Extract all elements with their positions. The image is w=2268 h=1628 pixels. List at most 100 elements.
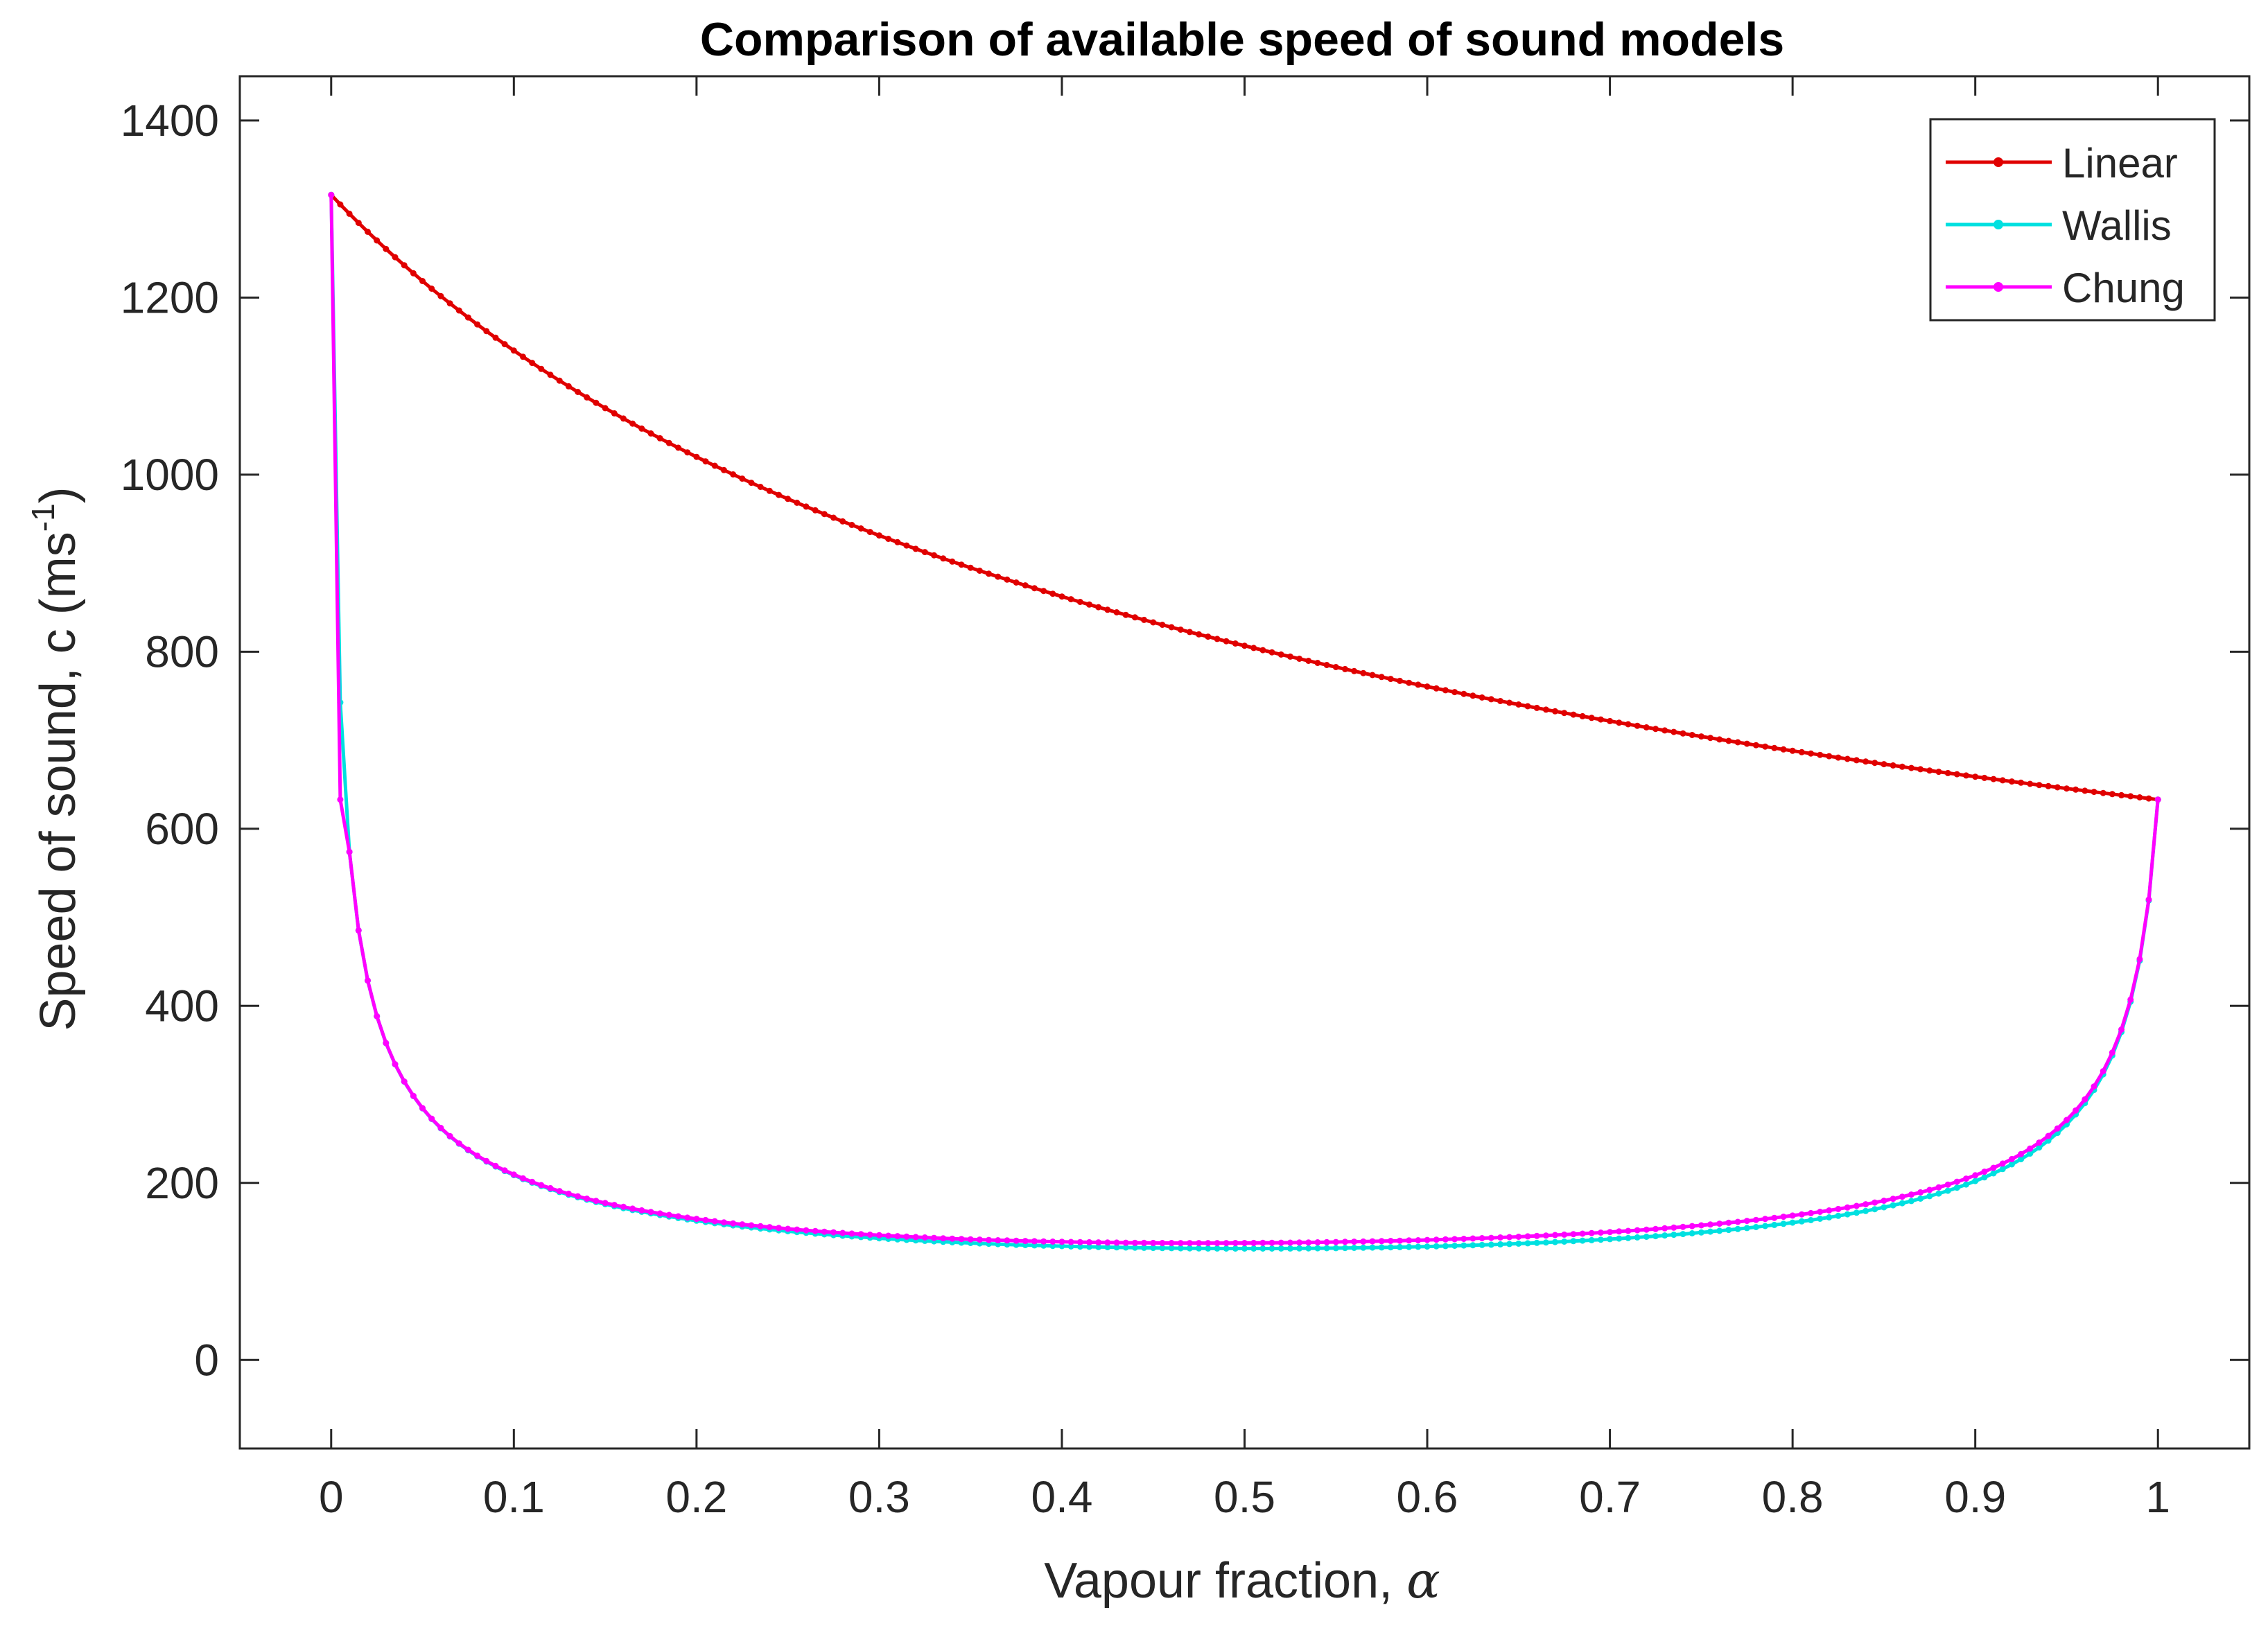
- data-point-linear: [365, 228, 371, 235]
- data-point-chung: [638, 1207, 645, 1214]
- data-point-chung: [1972, 1172, 1979, 1179]
- data-point-chung: [1835, 1205, 1842, 1212]
- data-point-wallis: [1159, 1245, 1166, 1252]
- data-point-chung: [1497, 1234, 1503, 1241]
- data-point-chung: [2064, 1117, 2070, 1123]
- data-point-chung: [1314, 1239, 1321, 1245]
- data-point-chung: [1716, 1220, 1723, 1227]
- data-point-linear: [967, 564, 974, 571]
- data-point-chung: [410, 1092, 417, 1099]
- data-point-linear: [1607, 717, 1614, 724]
- data-point-linear: [1671, 728, 1677, 735]
- x-tick-label: 0: [319, 1472, 344, 1522]
- data-point-chung: [1863, 1201, 1869, 1208]
- data-point-linear: [1798, 749, 1805, 755]
- data-point-chung: [2054, 1125, 2061, 1132]
- data-point-wallis: [1049, 1243, 1056, 1250]
- data-point-chung: [1013, 1237, 1020, 1244]
- legend-item-chung: Chung: [1946, 265, 2185, 311]
- data-point-linear: [1332, 664, 1339, 670]
- data-point-chung: [1214, 1240, 1221, 1247]
- data-point-linear: [766, 487, 773, 494]
- data-point-linear: [1360, 669, 1367, 676]
- data-point-chung: [976, 1236, 983, 1243]
- data-point-chung: [1168, 1240, 1175, 1246]
- data-point-wallis: [1743, 1225, 1750, 1232]
- data-point-linear: [1689, 732, 1695, 738]
- data-point-wallis: [1497, 1241, 1503, 1248]
- data-point-wallis: [1707, 1228, 1713, 1235]
- x-axis-label-symbol: α: [1406, 1551, 1440, 1609]
- data-point-linear: [346, 210, 353, 217]
- data-point-chung: [995, 1237, 1002, 1243]
- data-point-linear: [1232, 640, 1239, 647]
- data-point-wallis: [1122, 1244, 1129, 1251]
- data-point-linear: [2027, 780, 2034, 787]
- y-axis-label-close: ): [30, 487, 86, 503]
- data-point-wallis: [1332, 1245, 1339, 1252]
- data-point-linear: [2127, 793, 2134, 800]
- data-point-chung: [1415, 1237, 1422, 1243]
- data-point-linear: [1506, 699, 1513, 706]
- data-point-linear: [1022, 582, 1029, 589]
- data-point-wallis: [1387, 1244, 1394, 1251]
- data-point-chung: [1853, 1202, 1860, 1209]
- data-point-chung: [1743, 1218, 1750, 1225]
- data-point-chung: [575, 1193, 582, 1200]
- data-point-linear: [1780, 746, 1787, 753]
- data-point-linear: [1196, 631, 1203, 638]
- data-point-chung: [986, 1236, 992, 1243]
- data-point-chung: [1323, 1238, 1330, 1245]
- data-point-linear: [1378, 674, 1385, 681]
- data-point-linear: [464, 314, 471, 321]
- data-point-linear: [1680, 730, 1686, 737]
- data-point-linear: [1963, 772, 1969, 779]
- data-point-wallis: [1067, 1243, 1074, 1250]
- data-point-linear: [337, 201, 344, 208]
- y-tick-label: 0: [194, 1335, 219, 1385]
- data-point-linear: [757, 484, 764, 490]
- data-point-linear: [520, 353, 526, 360]
- data-point-chung: [565, 1190, 572, 1197]
- data-point-wallis: [1296, 1245, 1303, 1252]
- data-point-linear: [1597, 716, 1604, 723]
- data-point-linear: [1250, 645, 1257, 651]
- data-point-chung: [1515, 1234, 1522, 1240]
- data-point-linear: [1743, 740, 1750, 747]
- data-point-chung: [437, 1124, 444, 1131]
- data-point-chung: [1963, 1175, 1969, 1182]
- data-point-wallis: [1305, 1245, 1312, 1252]
- data-point-wallis: [1680, 1231, 1686, 1238]
- data-point-chung: [1561, 1231, 1568, 1238]
- data-point-wallis: [1095, 1243, 1102, 1250]
- data-point-linear: [2054, 784, 2061, 791]
- data-point-linear: [647, 430, 654, 437]
- data-point-chung: [1533, 1232, 1540, 1239]
- data-point-linear: [529, 360, 536, 367]
- data-point-chung: [711, 1218, 718, 1225]
- data-point-chung: [785, 1225, 792, 1232]
- data-point-chung: [702, 1216, 709, 1223]
- data-point-linear: [1716, 736, 1723, 743]
- data-point-linear: [693, 453, 700, 460]
- data-point-chung: [857, 1231, 864, 1238]
- data-point-chung: [675, 1213, 681, 1220]
- data-point-chung: [1926, 1187, 1933, 1193]
- y-tick-label: 1400: [121, 96, 219, 146]
- data-point-wallis: [1734, 1225, 1741, 1232]
- data-point-chung: [1141, 1239, 1147, 1246]
- data-point-wallis: [1579, 1237, 1586, 1244]
- data-point-linear: [1488, 696, 1494, 703]
- data-point-chung: [1150, 1239, 1157, 1246]
- data-point-linear: [1881, 761, 1887, 768]
- data-point-linear: [830, 514, 837, 521]
- data-point-wallis: [1214, 1245, 1221, 1252]
- data-point-wallis: [1506, 1241, 1513, 1248]
- data-point-chung: [921, 1234, 928, 1241]
- data-point-wallis: [1625, 1234, 1632, 1241]
- data-point-chung: [1990, 1164, 1997, 1171]
- data-point-wallis: [1990, 1170, 1997, 1177]
- data-point-linear: [474, 321, 481, 328]
- data-point-linear: [2008, 778, 2015, 785]
- data-point-wallis: [1186, 1245, 1193, 1252]
